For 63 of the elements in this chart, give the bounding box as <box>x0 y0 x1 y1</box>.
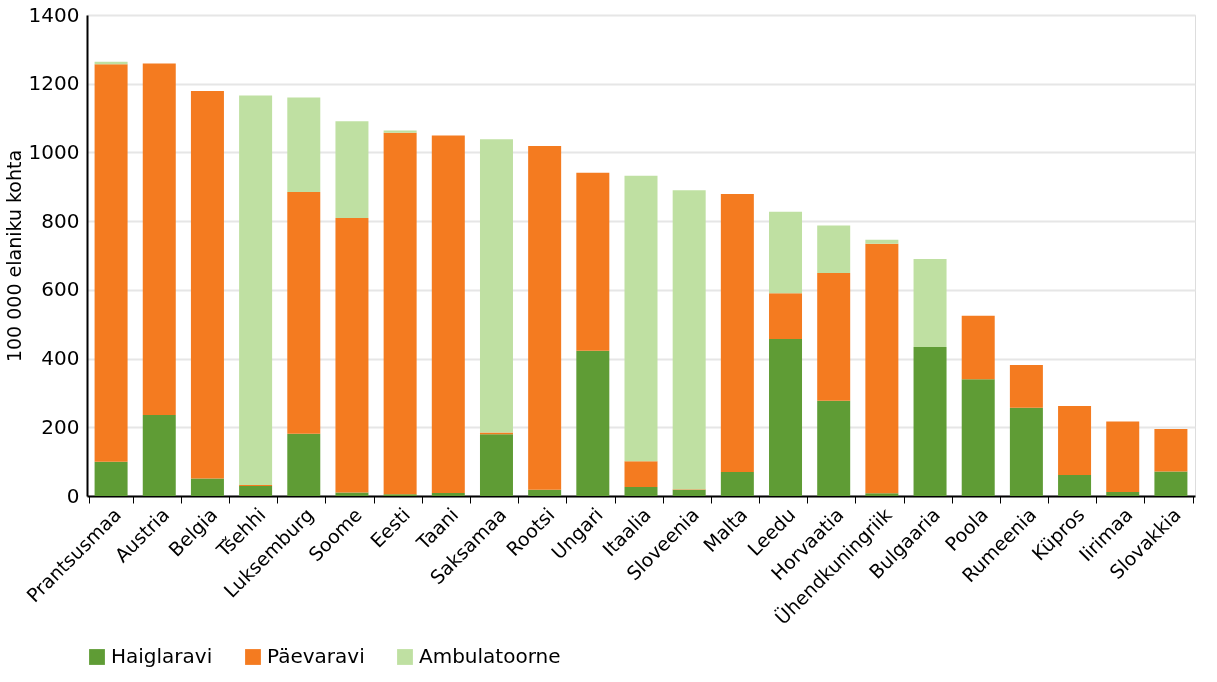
bar <box>528 489 562 496</box>
bar <box>624 487 658 496</box>
bar <box>1009 407 1043 496</box>
bar <box>287 97 321 192</box>
bar <box>1106 491 1140 496</box>
bar <box>431 135 465 493</box>
bar <box>817 400 851 496</box>
bar <box>961 379 995 496</box>
bar <box>287 433 321 496</box>
bar <box>576 172 610 351</box>
bar <box>672 489 706 496</box>
legend-label: Haiglaravi <box>111 644 213 668</box>
bar <box>190 90 224 479</box>
bar <box>431 492 465 496</box>
legend-label: Ambulatoorne <box>419 644 561 668</box>
bar <box>720 194 754 472</box>
y-tick-label: 1000 <box>28 139 80 164</box>
bar <box>479 139 513 433</box>
bar <box>817 225 851 274</box>
bar <box>624 175 658 462</box>
bar <box>287 191 321 434</box>
bar <box>720 471 754 496</box>
bar <box>335 218 369 493</box>
y-tick-label: 600 <box>41 277 80 302</box>
bar <box>1058 405 1092 476</box>
bar <box>865 243 899 494</box>
bar <box>817 273 851 401</box>
bar <box>961 315 995 380</box>
bar <box>865 493 899 496</box>
bar <box>1106 421 1140 492</box>
y-tick-label: 1200 <box>28 71 80 96</box>
bar <box>1154 429 1188 472</box>
bar <box>142 414 176 496</box>
bar <box>913 346 947 496</box>
bar <box>1009 365 1043 408</box>
bar <box>94 64 128 462</box>
bar <box>769 211 803 294</box>
y-tick-label: 0 <box>66 483 80 508</box>
bar <box>769 293 803 339</box>
bar <box>769 338 803 496</box>
y-axis-title: 100 000 elaniku kohta <box>2 149 25 363</box>
bar <box>190 478 224 496</box>
legend-label: Päevaravi <box>267 644 365 668</box>
y-tick-label: 200 <box>41 414 80 439</box>
bar <box>672 190 706 490</box>
bar <box>383 130 417 133</box>
y-tick-label: 800 <box>41 208 80 233</box>
bar <box>239 486 273 496</box>
y-tick-label: 1400 <box>28 2 80 27</box>
bar <box>865 239 899 244</box>
bar <box>142 63 176 415</box>
bar <box>1154 471 1188 496</box>
y-tick-label: 400 <box>41 346 80 371</box>
bar <box>335 121 369 219</box>
bar <box>383 132 417 495</box>
bar <box>624 461 658 488</box>
bar <box>239 95 273 486</box>
bar <box>479 434 513 496</box>
bar <box>576 350 610 496</box>
bar <box>528 145 562 490</box>
bar <box>913 258 947 347</box>
bar <box>94 461 128 496</box>
bar <box>1058 475 1092 496</box>
